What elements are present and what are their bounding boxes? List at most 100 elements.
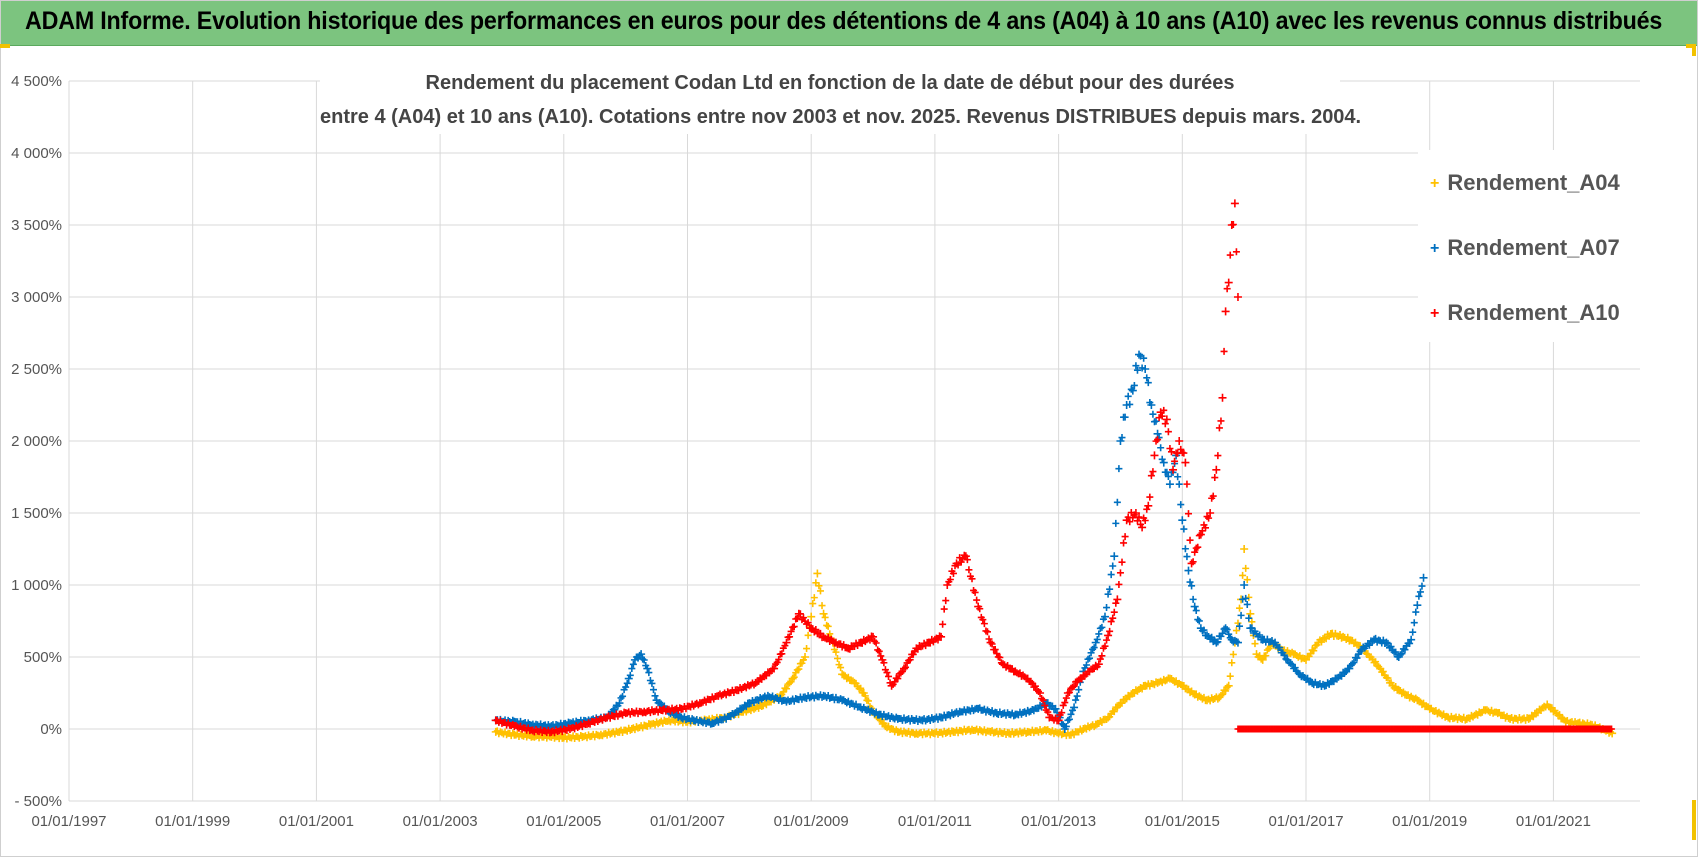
data-point: [1132, 362, 1140, 370]
data-point: [1228, 659, 1236, 667]
data-point: [1120, 539, 1128, 547]
data-point: [988, 640, 996, 648]
data-point: [1113, 498, 1121, 506]
x-tick-label: 01/01/1999: [155, 813, 230, 830]
data-point: [648, 679, 656, 687]
data-point: [1106, 585, 1114, 593]
data-point: [1407, 635, 1416, 644]
data-point: [1221, 624, 1230, 633]
data-point: [1061, 699, 1069, 707]
data-point: [1409, 628, 1417, 636]
data-point: [804, 631, 812, 639]
data-point: [939, 620, 947, 628]
plot-area: [491, 199, 1617, 743]
data-point: [801, 653, 810, 661]
data-point: [1251, 640, 1259, 648]
data-point: [906, 656, 914, 664]
data-point: [1147, 401, 1156, 409]
data-point: [864, 697, 872, 705]
data-point: [1353, 654, 1361, 662]
data-point: [1072, 696, 1080, 704]
data-point: [877, 652, 885, 660]
data-point: [815, 582, 823, 590]
data-point: [1415, 592, 1423, 600]
data-point: [1410, 619, 1418, 627]
plus-marker-icon: +: [1430, 305, 1440, 322]
data-point: [942, 597, 950, 605]
data-point: [1246, 609, 1255, 618]
data-point: [1256, 631, 1264, 639]
chart-title-line-1: Rendement du placement Codan Ltd en fonc…: [425, 72, 1235, 94]
data-point: [1416, 588, 1424, 596]
data-point: [952, 559, 961, 568]
legend-label-a07: Rendement_A07: [1447, 235, 1620, 260]
data-point: [1103, 636, 1111, 644]
data-point: [1141, 365, 1150, 373]
data-point: [1107, 618, 1115, 626]
data-point: [1064, 716, 1072, 724]
data-point: [1302, 655, 1311, 664]
data-point: [1372, 658, 1380, 666]
data-point: [617, 694, 625, 702]
data-point: [1073, 692, 1081, 700]
x-axis: 01/01/1997 01/01/1999 01/01/2001 01/01/2003…: [31, 813, 1590, 830]
series-rendement_a10: [491, 199, 1616, 737]
data-point: [885, 672, 893, 680]
data-point: [1401, 646, 1409, 654]
data-point: [826, 630, 834, 638]
data-point: [1240, 581, 1249, 589]
data-point: [833, 654, 841, 662]
banner-title: ADAM Informe. Evolution historique des p…: [25, 7, 1663, 35]
data-point: [649, 686, 657, 694]
data-point: [1215, 424, 1223, 432]
data-point: [782, 638, 791, 647]
data-point: [628, 665, 636, 673]
x-tick-label: 01/01/2007: [650, 813, 725, 830]
data-point: [1214, 638, 1222, 646]
y-tick-label: 3 500%: [11, 217, 62, 234]
data-point: [1054, 716, 1063, 725]
data-point: [1124, 392, 1132, 400]
data-point: [619, 692, 627, 700]
data-point: [1135, 350, 1144, 359]
data-point: [1065, 715, 1073, 723]
data-point: [793, 614, 801, 622]
data-point: [1109, 562, 1117, 570]
data-point: [1240, 545, 1249, 553]
data-point: [880, 659, 888, 667]
data-point: [1196, 530, 1205, 539]
data-point: [821, 613, 829, 621]
data-point: [861, 692, 869, 700]
data-point: [963, 556, 971, 564]
data-point: [1187, 559, 1196, 568]
data-point: [1147, 472, 1155, 480]
data-point: [1096, 624, 1104, 632]
data-point: [807, 612, 816, 621]
data-point: [1094, 660, 1103, 669]
data-point: [795, 665, 803, 673]
data-point: [1112, 519, 1120, 527]
data-point: [1191, 548, 1199, 556]
data-point: [611, 706, 619, 714]
data-point: [1181, 458, 1190, 467]
data-point: [1239, 571, 1247, 579]
data-point: [818, 602, 826, 610]
data-point: [968, 575, 976, 583]
data-point: [1098, 623, 1106, 631]
x-tick-label: 01/01/2021: [1516, 813, 1591, 830]
data-point: [980, 620, 988, 628]
data-point: [832, 648, 840, 656]
data-point: [1164, 472, 1172, 480]
data-point: [1162, 415, 1171, 424]
data-point: [1158, 412, 1166, 420]
series-rendement_a07: [491, 350, 1428, 733]
data-point: [1109, 614, 1117, 622]
data-point: [1248, 618, 1256, 626]
data-point: [626, 671, 634, 679]
data-point: [1237, 611, 1245, 619]
data-point: [1082, 661, 1090, 669]
legend-label-a04: Rendement_A04: [1447, 170, 1620, 195]
data-point: [1230, 199, 1239, 208]
data-point: [1233, 638, 1242, 647]
data-point: [1379, 668, 1387, 676]
